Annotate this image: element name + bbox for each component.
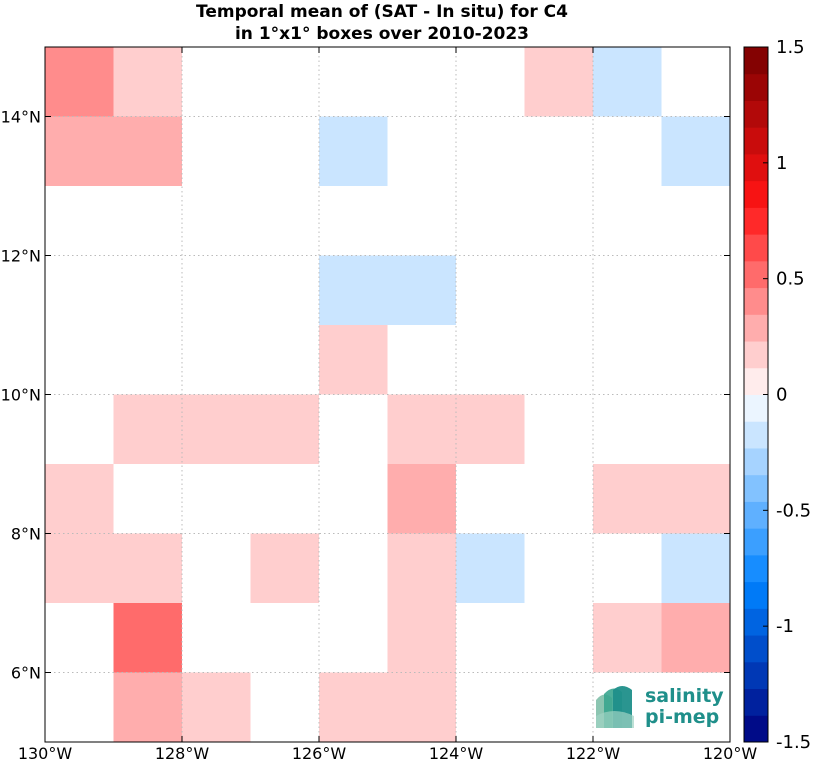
y-tick-label: 6°N [11,664,41,683]
heatmap-cell [113,533,182,603]
colorbar-segment [744,47,768,75]
colorbar-segment [744,554,768,583]
colorbar-segment [744,474,768,502]
y-tick-labels: 6°N 8°N 10°N 12°N 14°N [1,108,41,683]
colorbar-segment [744,260,768,289]
colorbar-segment [744,608,768,636]
heatmap-cell [113,603,182,673]
heatmap-cell [45,464,114,534]
title-line-2: in 1°x1° boxes over 2010-2023 [235,24,529,44]
heatmap-cell [182,672,251,742]
colorbar-segment [744,153,768,182]
logo-line-2: pi-mep [645,706,719,728]
heatmap-cells [45,47,730,742]
heatmap-cell [387,672,456,742]
colorbar-segment [744,341,768,369]
colorbar-segment [744,501,768,529]
heatmap-cell [113,47,182,117]
colorbar-tick-label: -0.5 [776,500,811,521]
axis-ticks [44,47,731,742]
colorbar-segment [744,688,768,716]
colorbar-segment [744,581,768,609]
colorbar-segment [744,661,768,690]
heatmap-cell [456,394,525,464]
y-tick-label: 8°N [11,525,41,544]
heatmap-cell [387,255,456,325]
colorbar-segment [744,234,768,262]
heatmap-cell [661,603,730,673]
logo-waves-icon [596,686,634,728]
heatmap-cell [182,394,251,464]
heatmap-cell [661,533,730,603]
heatmap-cell [456,533,525,603]
colorbar-tick-label: -1.5 [776,732,811,753]
x-tick-label: 128°W [155,744,210,763]
heatmap-cell [661,116,730,186]
logo-line-1: salinity [645,685,724,707]
title-line-1: Temporal mean of (SAT - In situ) for C4 [196,2,568,22]
colorbar-segment [744,715,768,743]
x-tick-label: 124°W [429,744,484,763]
heatmap-cell [593,464,662,534]
y-tick-label: 14°N [1,108,41,127]
heatmap-cell [387,603,456,673]
colorbar: 1.5 1 0.5 0 -0.5 -1 -1.5 [743,37,811,753]
colorbar-tick-label: 0.5 [776,269,805,290]
colorbar-segment [744,314,768,342]
x-tick-label: 120°W [703,744,758,763]
salinity-pi-mep-logo: salinity pi-mep [596,685,724,728]
heatmap-cell [319,255,388,325]
colorbar-segment [744,73,768,101]
colorbar-segment [744,394,768,422]
heatmap-cell [524,47,593,117]
heatmap-cell [113,672,182,742]
heatmap-cell [387,533,456,603]
colorbar-tick-label: 1.5 [776,37,805,58]
x-tick-label: 122°W [566,744,621,763]
heatmap-cell [319,116,388,186]
colorbar-segment [744,447,768,476]
colorbar-segment [744,367,768,395]
heatmap-cell [319,672,388,742]
heatmap-cell [593,603,662,673]
heatmap-cell [387,464,456,534]
chart-title: Temporal mean of (SAT - In situ) for C4 … [196,2,568,44]
y-tick-label: 12°N [1,247,41,266]
heatmap-cell [250,533,319,603]
heatmap-cell [45,533,114,603]
heatmap-cell [387,394,456,464]
heatmap-cell [593,47,662,117]
colorbar-segment [744,287,768,315]
heatmap-cell [45,47,114,117]
colorbar-tick-label: -1 [776,616,794,637]
heatmap-cell [319,325,388,395]
colorbar-segment [744,207,768,235]
y-tick-label: 10°N [1,386,41,405]
colorbar-segment [744,127,768,155]
x-tick-label: 126°W [292,744,347,763]
colorbar-segment [744,528,768,556]
heatmap-cell [113,394,182,464]
x-tick-labels: 130°W 128°W 126°W 124°W 122°W 120°W [18,744,758,763]
colorbar-tick-label: 1 [776,153,787,174]
heatmap-cell [661,464,730,534]
heatmap-cell [113,116,182,186]
heatmap-cell [250,394,319,464]
colorbar-segment [744,100,768,128]
colorbar-segment [744,421,768,449]
heatmap-cell [45,116,114,186]
colorbar-segment [744,635,768,663]
colorbar-segment [744,180,768,208]
gridlines [45,47,730,742]
colorbar-tick-label: 0 [776,385,787,406]
x-tick-label: 130°W [18,744,73,763]
